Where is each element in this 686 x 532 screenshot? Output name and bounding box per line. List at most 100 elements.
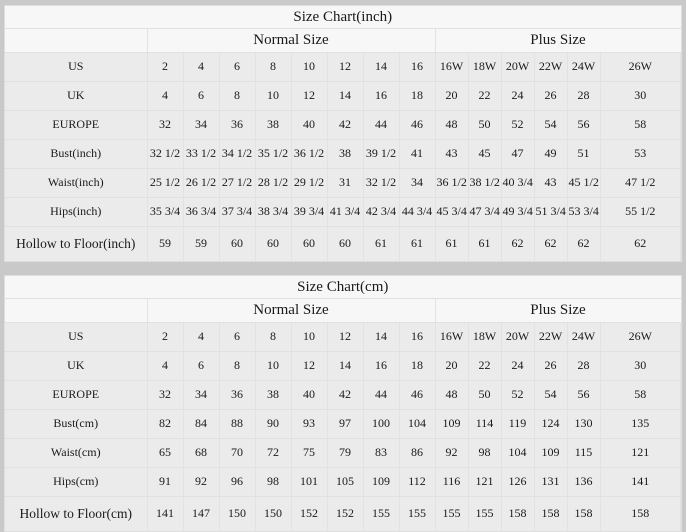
size-value-cell: 91	[147, 467, 184, 497]
size-value-cell: 60	[327, 226, 364, 261]
size-value-cell: 112	[399, 467, 436, 497]
size-value-cell: 52	[501, 110, 535, 140]
row-header-label: Hollow to Floor(inch)	[5, 226, 148, 261]
size-value-cell: 54	[534, 110, 568, 140]
size-value-cell: 155	[363, 496, 400, 531]
row-header-label: US	[5, 322, 148, 352]
size-value-cell: 47 3/4	[468, 197, 502, 227]
size-value-cell: 38	[255, 380, 292, 410]
size-value-cell: 114	[468, 409, 502, 439]
size-value-cell: 65	[147, 438, 184, 468]
row-header-label: EUROPE	[5, 110, 148, 140]
size-value-cell: 14	[327, 351, 364, 381]
size-value-cell: 105	[327, 467, 364, 497]
size-value-cell: 96	[219, 467, 256, 497]
size-value-cell: 98	[255, 467, 292, 497]
chart-title: Size Chart(cm)	[5, 276, 681, 299]
size-chart-inch-table: Size Chart(inch) Normal Size Plus Size US 2…	[5, 6, 681, 261]
size-value-cell: 60	[291, 226, 328, 261]
size-value-cell: 150	[255, 496, 292, 531]
size-value-cell: 131	[534, 467, 568, 497]
size-value-cell: 38	[327, 139, 364, 169]
size-value-cell: 158	[567, 496, 601, 531]
size-value-cell: 45 1/2	[567, 168, 601, 198]
size-value-cell: 158	[501, 496, 535, 531]
size-value-cell: 10	[255, 351, 292, 381]
size-chart-cm-table: Size Chart(cm) Normal Size Plus Size US 2 4 6…	[5, 276, 681, 531]
size-value-cell: 22W	[534, 52, 568, 82]
size-value-cell: 58	[600, 380, 681, 410]
size-value-cell: 56	[567, 110, 601, 140]
size-value-cell: 62	[567, 226, 601, 261]
size-value-cell: 30	[600, 81, 681, 111]
size-value-cell: 29 1/2	[291, 168, 328, 198]
table-row: Bust(cm) 82 84 88 90 93 97 100 104 109 114 119 124 13…	[5, 409, 681, 439]
size-value-cell: 34 1/2	[219, 139, 256, 169]
size-value-cell: 35 3/4	[147, 197, 184, 227]
size-value-cell: 90	[255, 409, 292, 439]
size-value-cell: 20W	[501, 52, 535, 82]
size-value-cell: 40	[291, 380, 328, 410]
size-value-cell: 51	[567, 139, 601, 169]
size-value-cell: 24	[501, 81, 535, 111]
table-row: Hollow to Floor(cm) 141 147 150 150 152 152 155…	[5, 496, 681, 531]
size-value-cell: 42 3/4	[363, 197, 400, 227]
size-value-cell: 36 3/4	[183, 197, 220, 227]
size-value-cell: 26	[534, 81, 568, 111]
size-value-cell: 26W	[600, 52, 681, 82]
size-value-cell: 10	[291, 52, 328, 82]
size-value-cell: 38 3/4	[255, 197, 292, 227]
size-value-cell: 121	[468, 467, 502, 497]
size-value-cell: 54	[534, 380, 568, 410]
size-value-cell: 34	[183, 110, 220, 140]
row-header-label: Hips(cm)	[5, 467, 148, 497]
size-value-cell: 47	[501, 139, 535, 169]
size-value-cell: 39 1/2	[363, 139, 400, 169]
size-value-cell: 20W	[501, 322, 535, 352]
size-value-cell: 24W	[567, 322, 601, 352]
table-row: Hollow to Floor(inch) 59 59 60 60 60 60 61 61 61 6…	[5, 226, 681, 261]
table-row: EUROPE 32 34 36 38 40 42 44 46 48 50 52 54 56 58	[5, 380, 681, 410]
size-value-cell: 93	[291, 409, 328, 439]
size-value-cell: 83	[363, 438, 400, 468]
size-value-cell: 130	[567, 409, 601, 439]
size-value-cell: 116	[435, 467, 469, 497]
size-value-cell: 135	[600, 409, 681, 439]
size-value-cell: 8	[255, 52, 292, 82]
size-value-cell: 44 3/4	[399, 197, 436, 227]
chart-title-row: Size Chart(cm)	[5, 276, 681, 299]
size-value-cell: 16W	[435, 322, 469, 352]
table-row: Waist(cm) 65 68 70 72 75 79 83 86 92 98 104 109 115 12…	[5, 438, 681, 468]
size-value-cell: 58	[600, 110, 681, 140]
size-value-cell: 34	[399, 168, 436, 198]
size-value-cell: 52	[501, 380, 535, 410]
row-header-label: UK	[5, 351, 148, 381]
size-value-cell: 109	[435, 409, 469, 439]
size-value-cell: 72	[255, 438, 292, 468]
size-value-cell: 42	[327, 380, 364, 410]
size-group-row: Normal Size Plus Size	[5, 28, 681, 53]
size-value-cell: 30	[600, 351, 681, 381]
size-value-cell: 39 3/4	[291, 197, 328, 227]
size-group-label: Plus Size	[530, 302, 586, 319]
chart-title: Size Chart(inch)	[5, 6, 681, 29]
row-header-label: Hips(inch)	[5, 197, 148, 227]
size-value-cell: 34	[183, 380, 220, 410]
size-value-cell: 4	[183, 322, 220, 352]
size-group-row: Normal Size Plus Size	[5, 298, 681, 323]
size-value-cell: 6	[183, 81, 220, 111]
size-value-cell: 4	[147, 81, 184, 111]
chart-title-row: Size Chart(inch)	[5, 6, 681, 29]
size-value-cell: 22	[468, 351, 502, 381]
size-value-cell: 46	[399, 110, 436, 140]
size-value-cell: 24W	[567, 52, 601, 82]
size-value-cell: 62	[534, 226, 568, 261]
size-value-cell: 43	[534, 168, 568, 198]
size-value-cell: 22	[468, 81, 502, 111]
size-value-cell: 126	[501, 467, 535, 497]
size-value-cell: 61	[468, 226, 502, 261]
size-value-cell: 18W	[468, 322, 502, 352]
size-value-cell: 42	[327, 110, 364, 140]
size-value-cell: 26	[534, 351, 568, 381]
